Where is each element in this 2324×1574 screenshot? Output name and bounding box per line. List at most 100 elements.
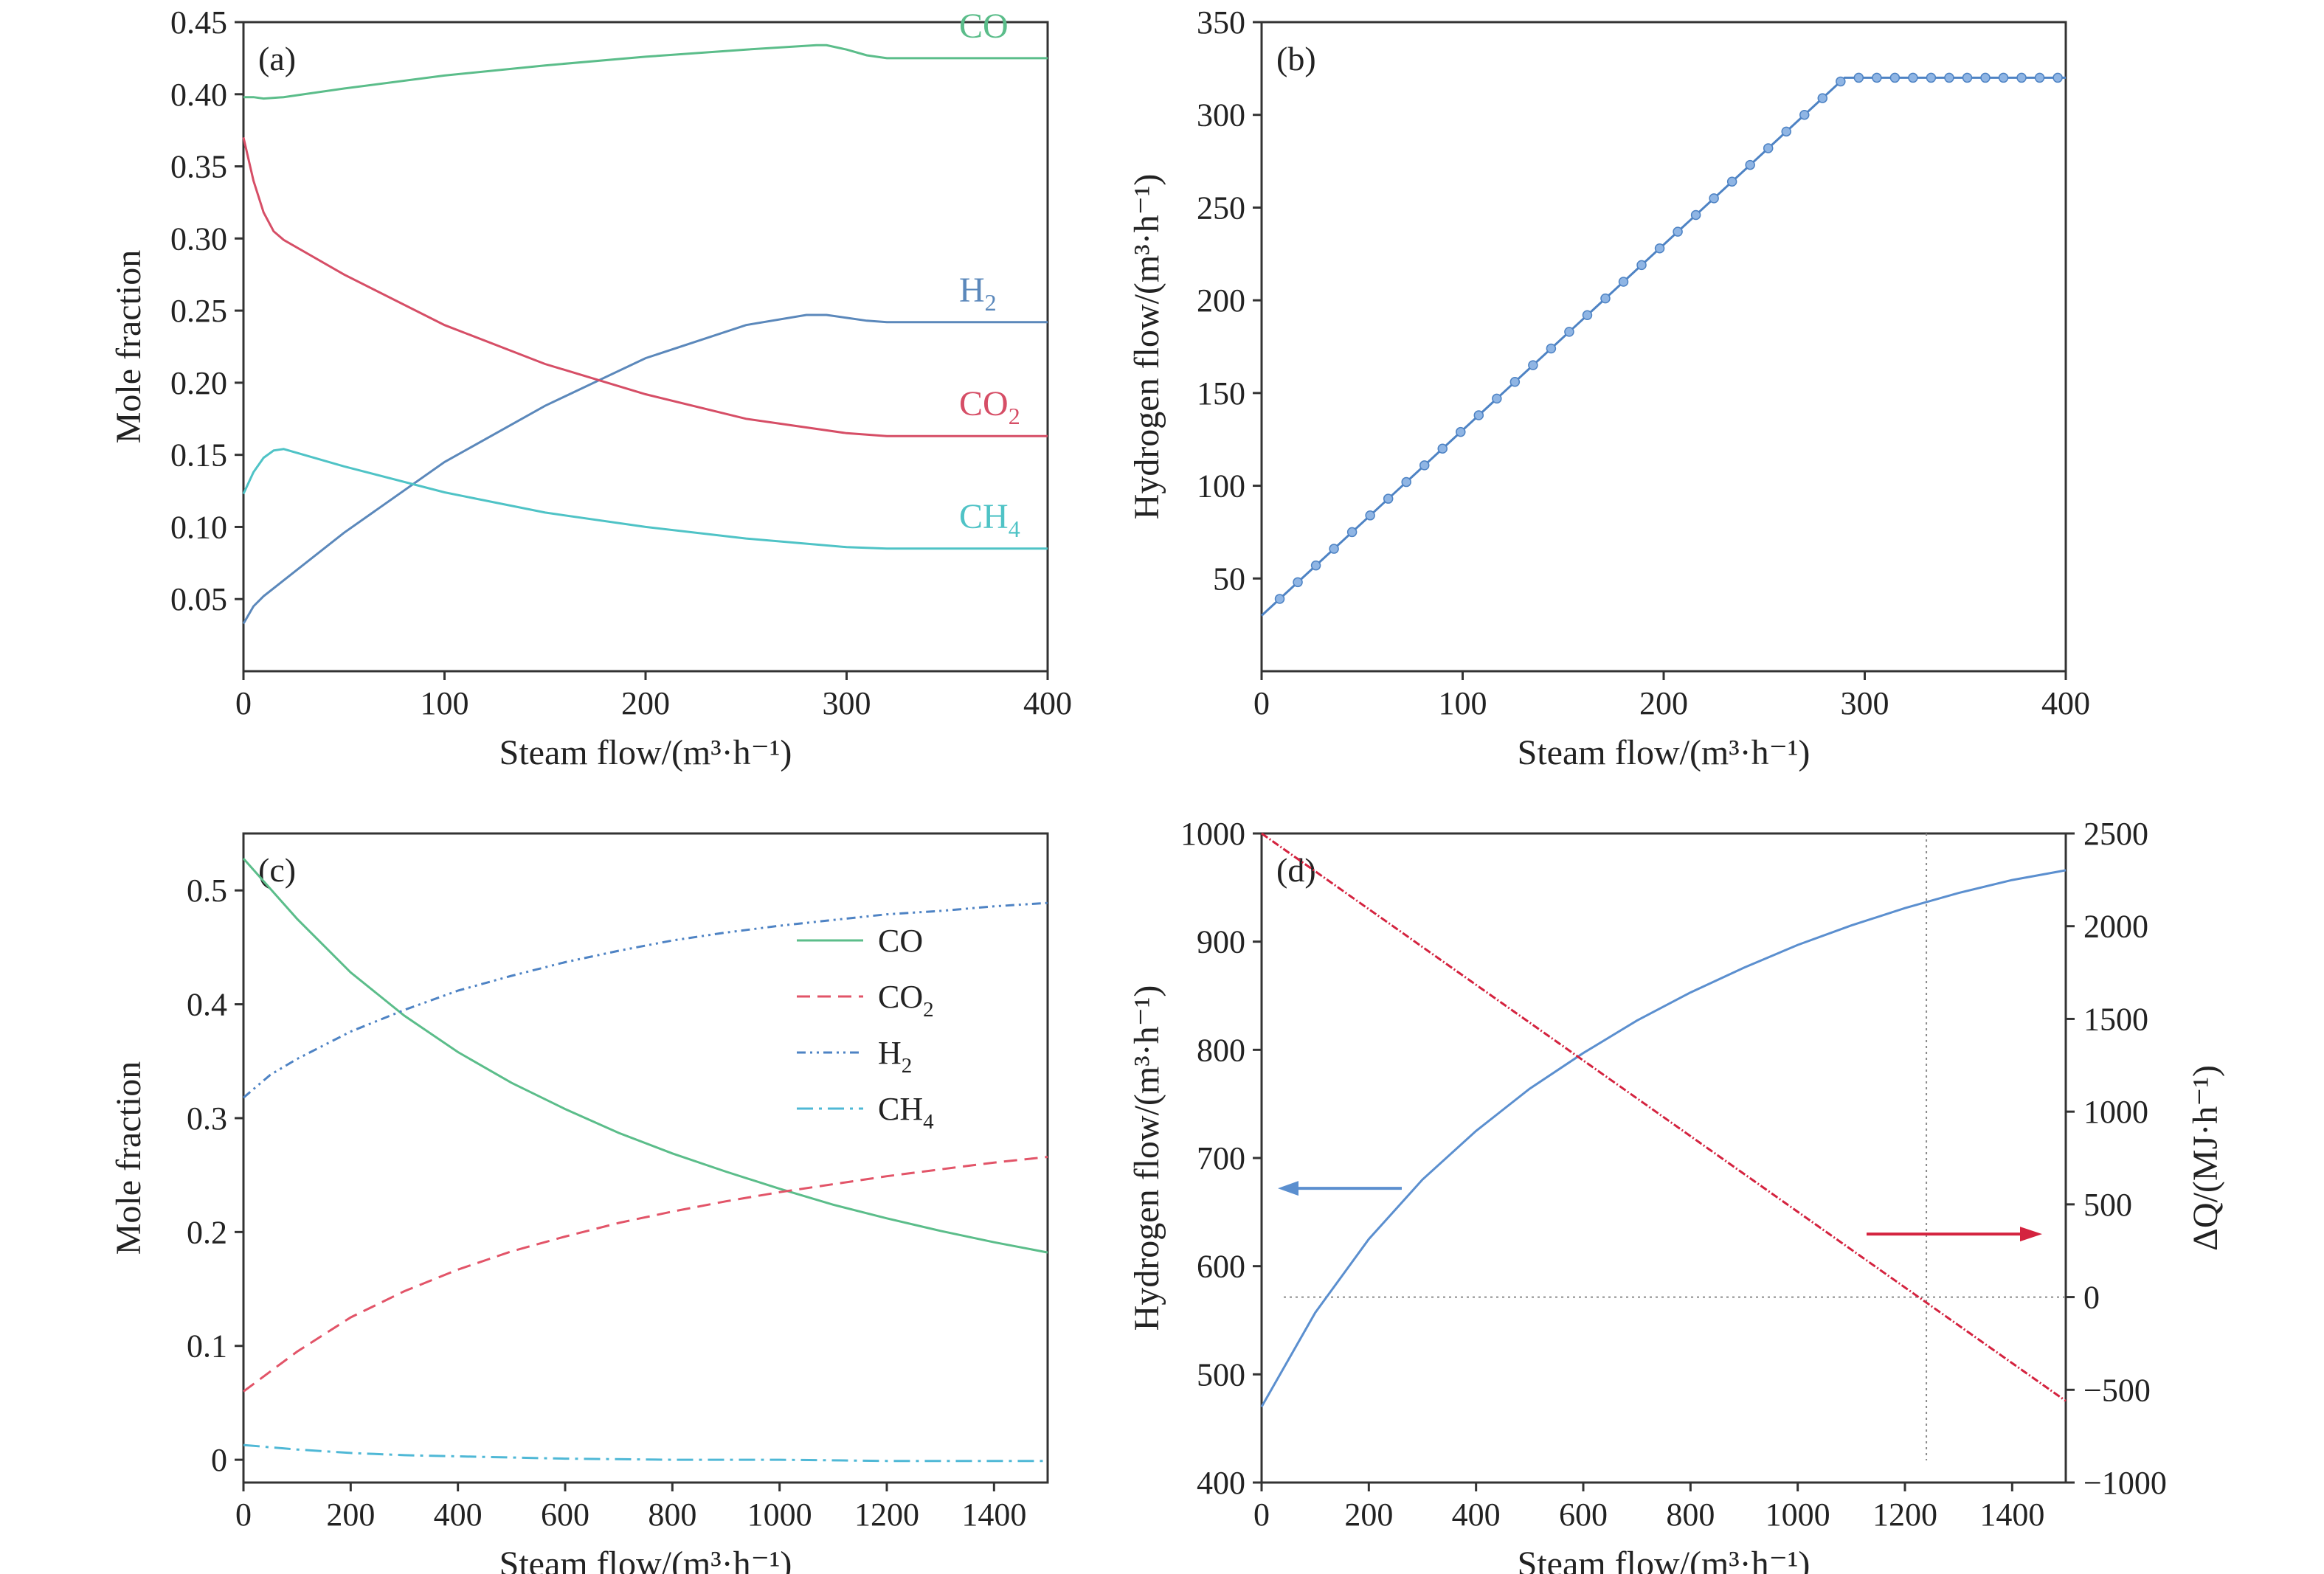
x-tick-label: 400 [1452, 1497, 1501, 1533]
y-tick-label: 700 [1197, 1140, 1245, 1176]
y2-axis-label: ΔQ/(MJ·h⁻¹) [2186, 1065, 2225, 1251]
x-tick-label: 400 [2041, 685, 2090, 721]
x-tick-label: 1200 [854, 1497, 919, 1533]
right-arrow-head [2020, 1227, 2042, 1242]
series-label: CO [959, 7, 1009, 46]
y-tick-label: 0.30 [170, 221, 227, 257]
y-tick-label: 600 [1197, 1249, 1245, 1285]
x-tick-label: 0 [235, 685, 252, 721]
y-tick-label: 0.2 [187, 1214, 227, 1250]
data-point [1365, 510, 1375, 521]
data-point [1329, 544, 1339, 554]
y-tick-label: 250 [1197, 190, 1245, 226]
data-point [2016, 72, 2027, 83]
series-line-co2 [243, 1156, 1048, 1393]
y-tick-label: 100 [1197, 468, 1245, 505]
x-axis-label: Steam flow/(m³·h⁻¹) [499, 733, 792, 772]
data-point [1600, 293, 1611, 304]
data-point [1618, 277, 1629, 287]
x-tick-label: 200 [1639, 685, 1688, 721]
y-tick-label: 0.15 [170, 437, 227, 474]
data-point [1274, 594, 1285, 604]
y-axis-label: Mole fraction [109, 1061, 148, 1255]
panel-a: 0 100 200 300 400 0.05 0.10 0.15 0.20 0.25 0.30 0.3… [109, 4, 1072, 772]
x-axis-label: Steam flow/(m³·h⁻¹) [1518, 733, 1811, 772]
y-tick-label: 500 [1197, 1356, 1245, 1393]
data-point [1437, 443, 1448, 454]
data-point [1654, 243, 1665, 254]
y-tick-label: 1000 [1180, 816, 1245, 852]
plot-frame [1260, 21, 2067, 673]
panel-b: 0 100 200 300 400 50 100 150 200 250 300 350 Steam f… [1127, 4, 2090, 772]
x-tick-label: 1400 [1979, 1497, 2044, 1533]
series-line-co2 [242, 137, 1048, 437]
data-point [1346, 527, 1358, 538]
x-tick-label: 0 [1253, 1497, 1270, 1533]
series-line-h2 [243, 901, 1048, 1099]
y-tick-label: 0.3 [187, 1100, 227, 1137]
data-point [1401, 476, 1411, 488]
x-tick-label: 800 [1666, 1497, 1715, 1533]
data-point [1383, 493, 1394, 504]
data-point [1980, 72, 1991, 83]
y2-tick-label: 1500 [2083, 1001, 2148, 1037]
y2-tick-label: 0 [2083, 1280, 2100, 1316]
y-tick-label: 0.20 [170, 365, 227, 401]
legend-label: CH4 [878, 1091, 934, 1134]
y-tick-label: 0.10 [170, 509, 227, 545]
y2-tick-label: 500 [2083, 1187, 2132, 1223]
y-tick-label: 0.45 [170, 4, 227, 41]
y-axis-label: Mole fraction [109, 250, 148, 444]
data-point [1745, 159, 1755, 170]
x-tick-label: 1000 [747, 1497, 812, 1533]
y2-tick-label: −500 [2083, 1372, 2151, 1408]
data-point [1889, 72, 1901, 83]
y-tick-label: 0.5 [187, 873, 227, 909]
y2-tick-label: 2000 [2083, 909, 2148, 945]
y-tick-label: 800 [1197, 1032, 1245, 1068]
series-line-ch4 [242, 448, 1048, 550]
data-point [1799, 109, 1810, 120]
y-tick-label: 0.05 [170, 581, 227, 617]
data-point [1872, 72, 1882, 83]
x-tick-label: 1400 [961, 1497, 1026, 1533]
panel-label: (a) [258, 40, 296, 77]
data-point [1473, 410, 1484, 420]
panel-label: (b) [1276, 40, 1316, 77]
delta-q-line [1261, 832, 2067, 1402]
data-point [1690, 209, 1701, 221]
data-point [1709, 193, 1719, 204]
y-tick-label: 0.40 [170, 77, 227, 113]
data-point [1564, 327, 1574, 337]
x-tick-label: 400 [1023, 685, 1072, 721]
series-line-ch4 [243, 1443, 1048, 1463]
x-tick-label: 200 [621, 685, 670, 721]
x-tick-label: 400 [434, 1497, 483, 1533]
data-point [1726, 176, 1737, 187]
data-point [1944, 72, 1954, 83]
data-point [1998, 72, 2009, 83]
series-line-co [242, 858, 1048, 1254]
y-tick-label: 900 [1197, 924, 1245, 960]
data-point [2052, 72, 2063, 83]
x-tick-label: 0 [235, 1497, 252, 1533]
data-point [1509, 377, 1521, 387]
series-label: CO2 [959, 384, 1020, 429]
panel-d: 0 200 400 600 800 1000 1200 1400 400 500 600 700 800… [1127, 816, 2225, 1574]
x-tick-label: 300 [823, 685, 871, 721]
x-axis-label: Steam flow/(m³·h⁻¹) [499, 1544, 792, 1574]
data-point [1293, 577, 1303, 588]
data-point [1817, 93, 1828, 103]
legend-label: CO [878, 923, 923, 959]
data-point [1456, 426, 1466, 437]
data-point [1836, 76, 1846, 87]
series-label: CH4 [959, 497, 1020, 542]
y-tick-label: 0 [211, 1442, 227, 1478]
y-tick-label: 150 [1197, 375, 1245, 412]
x-tick-label: 800 [648, 1497, 696, 1533]
left-arrow-head [1278, 1181, 1298, 1196]
plot-frame [242, 832, 1049, 1484]
data-point [1673, 226, 1683, 237]
y-tick-label: 0.1 [187, 1328, 227, 1365]
